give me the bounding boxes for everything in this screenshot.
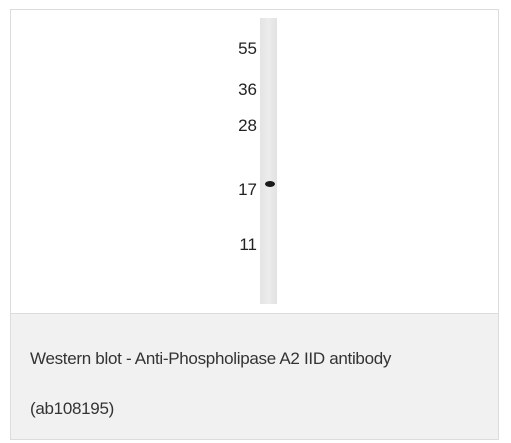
caption: Western blot - Anti-Phospholipase A2 IID…	[30, 349, 392, 418]
lane	[260, 18, 277, 304]
marker-labels: 55 36 28 17 11	[238, 39, 257, 254]
band	[265, 181, 275, 187]
marker-label: 36	[238, 80, 257, 99]
blot-image: 55 36 28 17 11	[238, 18, 277, 304]
figure-panel: 55 36 28 17 11 Western blot - Anti-Phospholi…	[10, 9, 499, 440]
marker-label: 17	[238, 180, 257, 199]
caption-area: Western blot - Anti-Phospholipase A2 IID…	[11, 313, 498, 439]
marker-label: 55	[238, 39, 257, 58]
marker-label: 28	[238, 116, 257, 135]
marker-label: 11	[239, 235, 257, 254]
